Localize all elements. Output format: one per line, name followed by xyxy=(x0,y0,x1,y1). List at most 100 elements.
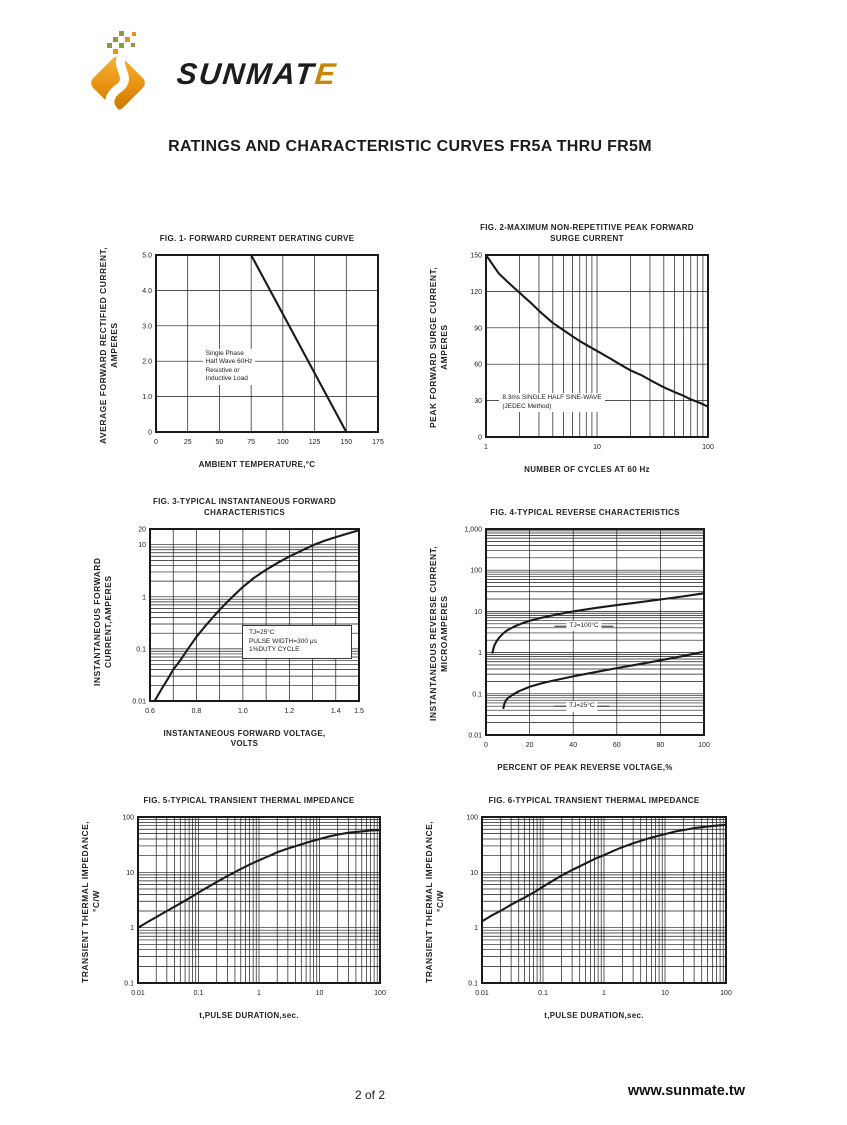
svg-text:120: 120 xyxy=(470,289,482,296)
svg-text:0.1: 0.1 xyxy=(124,981,134,988)
svg-text:100: 100 xyxy=(702,444,714,451)
figure-4-typical-reverse-characteristics: INSTANTANEOUS REVERSE CURRENT, MICROAMPE… xyxy=(428,494,718,773)
figure-4-plot: 0 20 40 60 80 100 0.01 0.1 1 10 100 1,000 TJ=100°C T… xyxy=(452,521,718,751)
page-number: 2 of 2 xyxy=(355,1088,386,1102)
svg-text:1: 1 xyxy=(142,594,146,601)
sunmate-logo-mark xyxy=(91,31,145,120)
figure-2-chart: 1 10 100 0 30 60 90 120 150 xyxy=(470,253,714,452)
svg-text:1: 1 xyxy=(602,990,606,997)
svg-text:100: 100 xyxy=(122,815,134,822)
svg-text:25: 25 xyxy=(184,439,192,446)
figure-3-chart: 0.6 0.8 1.0 1.2 1.4 1.5 0.01 0.1 1 10 20 xyxy=(132,527,364,716)
svg-text:2.0: 2.0 xyxy=(142,359,152,366)
svg-text:50: 50 xyxy=(216,439,224,446)
svg-text:100: 100 xyxy=(470,568,482,575)
chart-annotation: 8.3ms SINGLE HALF SINE-WAVE (JEDEC Method… xyxy=(499,393,605,413)
figure-3-y-axis-label: INSTANTANEOUS FORWARD CURRENT,AMPERES xyxy=(92,557,113,686)
figure-2-x-axis-label: NUMBER OF CYCLES AT 60 Hz xyxy=(524,465,650,474)
svg-text:90: 90 xyxy=(474,325,482,332)
svg-text:0.1: 0.1 xyxy=(136,646,146,653)
svg-text:150: 150 xyxy=(470,253,482,260)
svg-text:20: 20 xyxy=(526,742,534,749)
svg-text:125: 125 xyxy=(309,439,321,446)
figure-3-x-axis-label: INSTANTANEOUS FORWARD VOLTAGE, VOLTS xyxy=(163,729,326,748)
chart-annotation: TJ=100°C xyxy=(554,620,614,632)
svg-text:0.6: 0.6 xyxy=(145,708,155,715)
svg-text:60: 60 xyxy=(474,362,482,369)
svg-text:10: 10 xyxy=(316,990,324,997)
figure-2-y-axis-label: PEAK FORWARD SURGE CURRENT, AMPERES xyxy=(428,266,449,429)
logo-pixels xyxy=(107,31,136,54)
svg-text:175: 175 xyxy=(372,439,384,446)
figure-1-title: FIG. 1- FORWARD CURRENT DERATING CURVE xyxy=(159,234,355,243)
figure-6-transient-thermal-impedance: TRANSIENT THERMAL IMPEDANCE, °C/W FIG. 6… xyxy=(424,782,740,1021)
svg-text:1.0: 1.0 xyxy=(238,708,248,715)
figure-5-title: FIG. 5-TYPICAL TRANSIENT THERMAL IMPEDAN… xyxy=(143,796,355,805)
svg-text:80: 80 xyxy=(657,742,665,749)
figure-2-title: FIG. 2-MAXIMUM NON-REPETITIVE PEAK FORWA… xyxy=(480,223,694,243)
sunmate-logo: SUNMATE xyxy=(85,26,385,126)
svg-text:1.4: 1.4 xyxy=(331,708,341,715)
svg-text:0: 0 xyxy=(148,430,152,437)
logo-diamond xyxy=(91,47,145,120)
svg-text:0.01: 0.01 xyxy=(468,733,482,740)
svg-text:1: 1 xyxy=(257,990,261,997)
svg-text:100: 100 xyxy=(698,742,710,749)
svg-text:100: 100 xyxy=(720,990,732,997)
figure-1-x-axis-label: AMBIENT TEMPERATURE,°C xyxy=(198,460,316,469)
svg-text:0.01: 0.01 xyxy=(132,699,146,706)
figure-5-plot: 0.01 0.1 1 10 100 0.1 1 10 100 xyxy=(104,809,394,999)
figure-3-title: FIG. 3-TYPICAL INSTANTANEOUS FORWARD CHA… xyxy=(152,497,337,517)
figure-5-x-axis-label: t,PULSE DURATION,sec. xyxy=(199,1011,299,1020)
svg-text:1: 1 xyxy=(130,925,134,932)
figure-6-title: FIG. 6-TYPICAL TRANSIENT THERMAL IMPEDAN… xyxy=(488,796,700,805)
svg-text:5.0: 5.0 xyxy=(142,253,152,260)
svg-text:0.01: 0.01 xyxy=(131,990,145,997)
figure-5-transient-thermal-impedance: TRANSIENT THERMAL IMPEDANCE, °C/W FIG. 5… xyxy=(80,782,394,1021)
figure-5-y-axis-label: TRANSIENT THERMAL IMPEDANCE, °C/W xyxy=(80,820,101,983)
svg-text:0: 0 xyxy=(484,742,488,749)
website-url: www.sunmate.tw xyxy=(627,1083,745,1099)
svg-text:0.8: 0.8 xyxy=(192,708,202,715)
svg-text:0.1: 0.1 xyxy=(194,990,204,997)
figure-4-y-axis-label: INSTANTANEOUS REVERSE CURRENT, MICROAMPE… xyxy=(428,545,449,722)
svg-text:0.01: 0.01 xyxy=(475,990,489,997)
figure-4-chart: 0 20 40 60 80 100 0.01 0.1 1 10 100 1,000 xyxy=(464,527,710,750)
svg-text:10: 10 xyxy=(470,870,478,877)
figure-3-plot: 0.6 0.8 1.0 1.2 1.4 1.5 0.01 0.1 1 10 20 TJ=25°C PU… xyxy=(116,521,373,717)
svg-text:0: 0 xyxy=(154,439,158,446)
figure-2-peak-forward-surge-current: PEAK FORWARD SURGE CURRENT, AMPERES FIG.… xyxy=(428,220,722,475)
figure-4-title: FIG. 4-TYPICAL REVERSE CHARACTERISTICS xyxy=(490,508,680,517)
svg-text:10: 10 xyxy=(474,609,482,616)
chart-annotation: Single Phase Half Wave 60Hz Resistive or In… xyxy=(202,348,256,385)
svg-text:1: 1 xyxy=(484,444,488,451)
logo-text-accent: E xyxy=(313,58,339,91)
svg-text:30: 30 xyxy=(474,398,482,405)
svg-text:0.1: 0.1 xyxy=(472,691,482,698)
page-title: RATINGS AND CHARACTERISTIC CURVES FR5A T… xyxy=(168,138,652,155)
svg-text:1,000: 1,000 xyxy=(464,527,482,534)
figure-2-plot: 1 10 100 0 30 60 90 120 150 8.3ms SINGLE HALF SI… xyxy=(452,247,722,453)
figure-6-y-axis-label: TRANSIENT THERMAL IMPEDANCE, °C/W xyxy=(424,820,445,983)
svg-text:10: 10 xyxy=(126,870,134,877)
svg-text:10: 10 xyxy=(661,990,669,997)
svg-text:10: 10 xyxy=(593,444,601,451)
svg-text:60: 60 xyxy=(613,742,621,749)
svg-text:1.0: 1.0 xyxy=(142,394,152,401)
svg-text:100: 100 xyxy=(374,990,386,997)
logo-text-main: SUNMAT xyxy=(175,58,317,91)
svg-text:0.1: 0.1 xyxy=(468,981,478,988)
svg-text:1: 1 xyxy=(474,925,478,932)
figure-1-y-axis-label: AVERAGE FORWARD RECTIFIED CURRENT, AMPER… xyxy=(98,246,119,444)
figure-6-x-axis-label: t,PULSE DURATION,sec. xyxy=(544,1011,644,1020)
svg-text:1.2: 1.2 xyxy=(284,708,294,715)
svg-text:0: 0 xyxy=(478,435,482,442)
svg-text:0.1: 0.1 xyxy=(538,990,548,997)
figure-4-x-axis-label: PERCENT OF PEAK REVERSE VOLTAGE,% xyxy=(497,763,673,772)
sunmate-logo-text: SUNMATE xyxy=(175,58,339,92)
figure-6-chart: 0.01 0.1 1 10 100 0.1 1 10 100 xyxy=(466,815,732,998)
svg-text:1.5: 1.5 xyxy=(354,708,364,715)
figure-5-chart: 0.01 0.1 1 10 100 0.1 1 10 100 xyxy=(122,815,386,998)
svg-text:100: 100 xyxy=(277,439,289,446)
figure-1-forward-current-derating: AVERAGE FORWARD RECTIFIED CURRENT, AMPER… xyxy=(98,220,392,470)
